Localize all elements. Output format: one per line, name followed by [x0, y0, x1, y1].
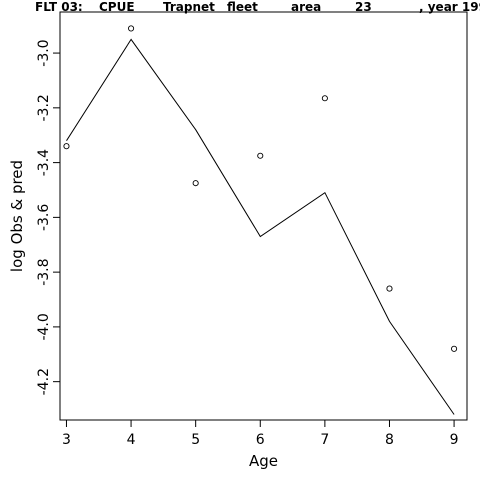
- y-tick-label: -3.0: [36, 39, 52, 66]
- y-tick-label: -3.4: [36, 149, 52, 176]
- chart-title-part: FLT 03:: [35, 0, 83, 14]
- chart-title-part: area: [291, 0, 321, 14]
- chart-title-part: Trapnet: [163, 0, 215, 14]
- y-tick-label: -4.2: [36, 368, 52, 395]
- x-tick-label: 6: [256, 432, 265, 448]
- observed-point: [63, 143, 70, 150]
- chart-title-part: 23: [355, 0, 372, 14]
- x-tick-label: 3: [62, 432, 71, 448]
- observed-point: [386, 285, 393, 292]
- x-tick-label: 9: [450, 432, 459, 448]
- plot-frame: [59, 11, 468, 421]
- x-axis: 3 4 5 6 7 8 9: [62, 420, 459, 448]
- observed-point: [321, 95, 328, 102]
- chart-title-part: fleet: [227, 0, 258, 14]
- observed-point: [192, 180, 199, 187]
- x-tick-label: 7: [320, 432, 329, 448]
- x-tick-label: 8: [385, 432, 394, 448]
- observed-point: [257, 152, 264, 159]
- observed-point: [128, 25, 135, 32]
- x-tick-label: 4: [127, 432, 136, 448]
- y-tick-label: -3.2: [36, 94, 52, 121]
- x-axis-label: Age: [249, 452, 278, 470]
- observed-point: [451, 345, 458, 352]
- predicted-series-line: [66, 38, 455, 415]
- y-axis-label: log Obs & pred: [8, 160, 26, 272]
- chart-title-part: , year 1997: [419, 0, 480, 14]
- y-tick-label: -3.8: [36, 258, 52, 285]
- y-axis: -3.0 -3.2 -3.4 -3.6 -3.8 -4.0 -4.2: [36, 39, 60, 395]
- chart-title: FLT 03: CPUE Trapnet fleet area 23 , year 1997: [35, 0, 480, 14]
- chart-title-part: CPUE: [99, 0, 135, 14]
- y-tick-label: -4.0: [36, 313, 52, 340]
- observed-series-points: [63, 25, 458, 352]
- x-tick-label: 5: [191, 432, 200, 448]
- y-tick-label: -3.6: [36, 204, 52, 231]
